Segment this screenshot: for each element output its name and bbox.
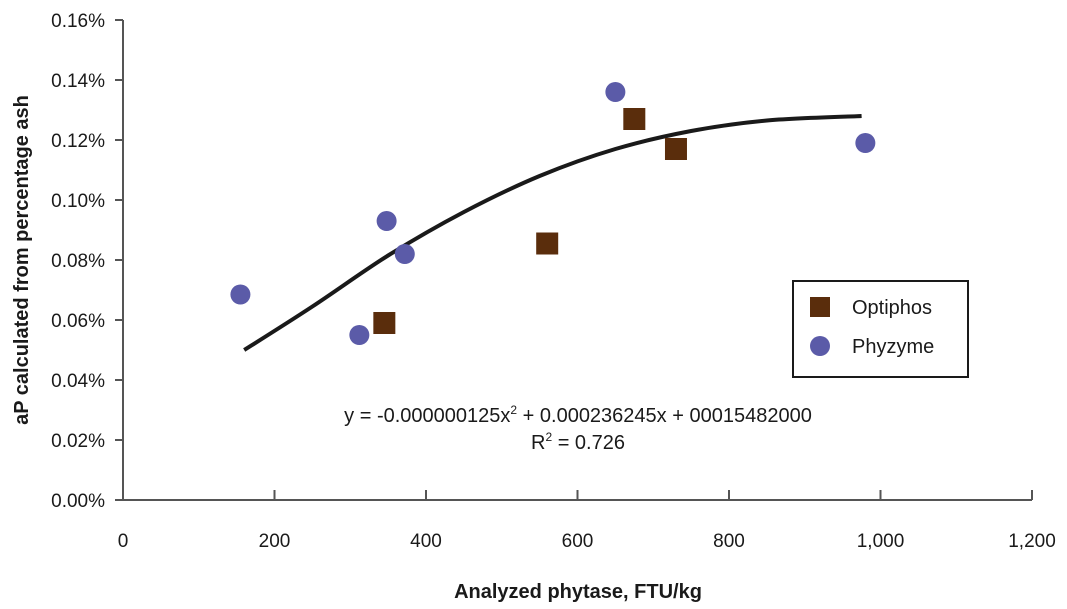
y-axis-title: aP calculated from percentage ash [11, 95, 33, 425]
r2-suffix: = 0.726 [552, 432, 625, 454]
x-tick-label: 400 [410, 531, 442, 552]
point-phyzyme [349, 325, 370, 345]
y-tick-label: 0.08% [51, 251, 105, 272]
point-optiphos [373, 312, 396, 334]
equation-superscript: 2 [510, 403, 517, 417]
y-tick-label: 0.04% [51, 371, 105, 392]
data-points [230, 82, 876, 345]
point-phyzyme [394, 244, 415, 264]
r-squared: R2 = 0.726 [531, 430, 625, 454]
legend-label-optiphos: Optiphos [852, 297, 932, 319]
equation-prefix: y = -0.000000125x [344, 405, 510, 427]
point-phyzyme [605, 82, 626, 102]
x-tick-label: 1,000 [857, 531, 905, 552]
y-tick-label: 0.16% [51, 11, 105, 32]
point-optiphos [536, 232, 559, 255]
trendline [243, 114, 862, 352]
equation-suffix: + 0.000236245x + 00015482000 [517, 405, 812, 427]
x-axis-title: Analyzed phytase, FTU/kg [454, 581, 702, 603]
y-tick-label: 0.00% [51, 491, 105, 512]
y-tick-label: 0.14% [51, 71, 105, 92]
regression-annotation: y = -0.000000125x2 + 0.000236245x + 0001… [344, 403, 812, 454]
point-phyzyme [376, 211, 397, 231]
r2-superscript: 2 [545, 430, 552, 444]
legend: Optiphos Phyzyme [792, 280, 969, 378]
r2-prefix: R [531, 432, 545, 454]
x-axis: 0 200 400 600 800 1,000 1,200 [118, 490, 1056, 552]
x-tick-label: 800 [713, 531, 745, 552]
legend-marker-phyzyme [810, 336, 830, 356]
x-tick-label: 1,200 [1008, 531, 1056, 552]
legend-box [792, 280, 969, 378]
x-tick-label: 200 [259, 531, 291, 552]
point-phyzyme [855, 133, 876, 153]
y-axis: 0.00% 0.02% 0.04% 0.06% 0.08% 0.10% 0.12% 0.14%… [51, 11, 124, 512]
legend-marker-optiphos [810, 297, 830, 317]
y-tick-label: 0.06% [51, 311, 105, 332]
point-phyzyme [230, 284, 251, 305]
y-tick-label: 0.02% [51, 431, 105, 452]
trendline-group [243, 114, 862, 352]
point-optiphos [623, 108, 646, 130]
x-tick-label: 0 [118, 531, 129, 552]
y-tick-label: 0.10% [51, 191, 105, 212]
y-tick-label: 0.12% [51, 131, 105, 152]
regression-equation: y = -0.000000125x2 + 0.000236245x + 0001… [344, 403, 812, 427]
legend-label-phyzyme: Phyzyme [852, 336, 934, 358]
x-tick-label: 600 [562, 531, 594, 552]
point-optiphos [664, 138, 687, 160]
